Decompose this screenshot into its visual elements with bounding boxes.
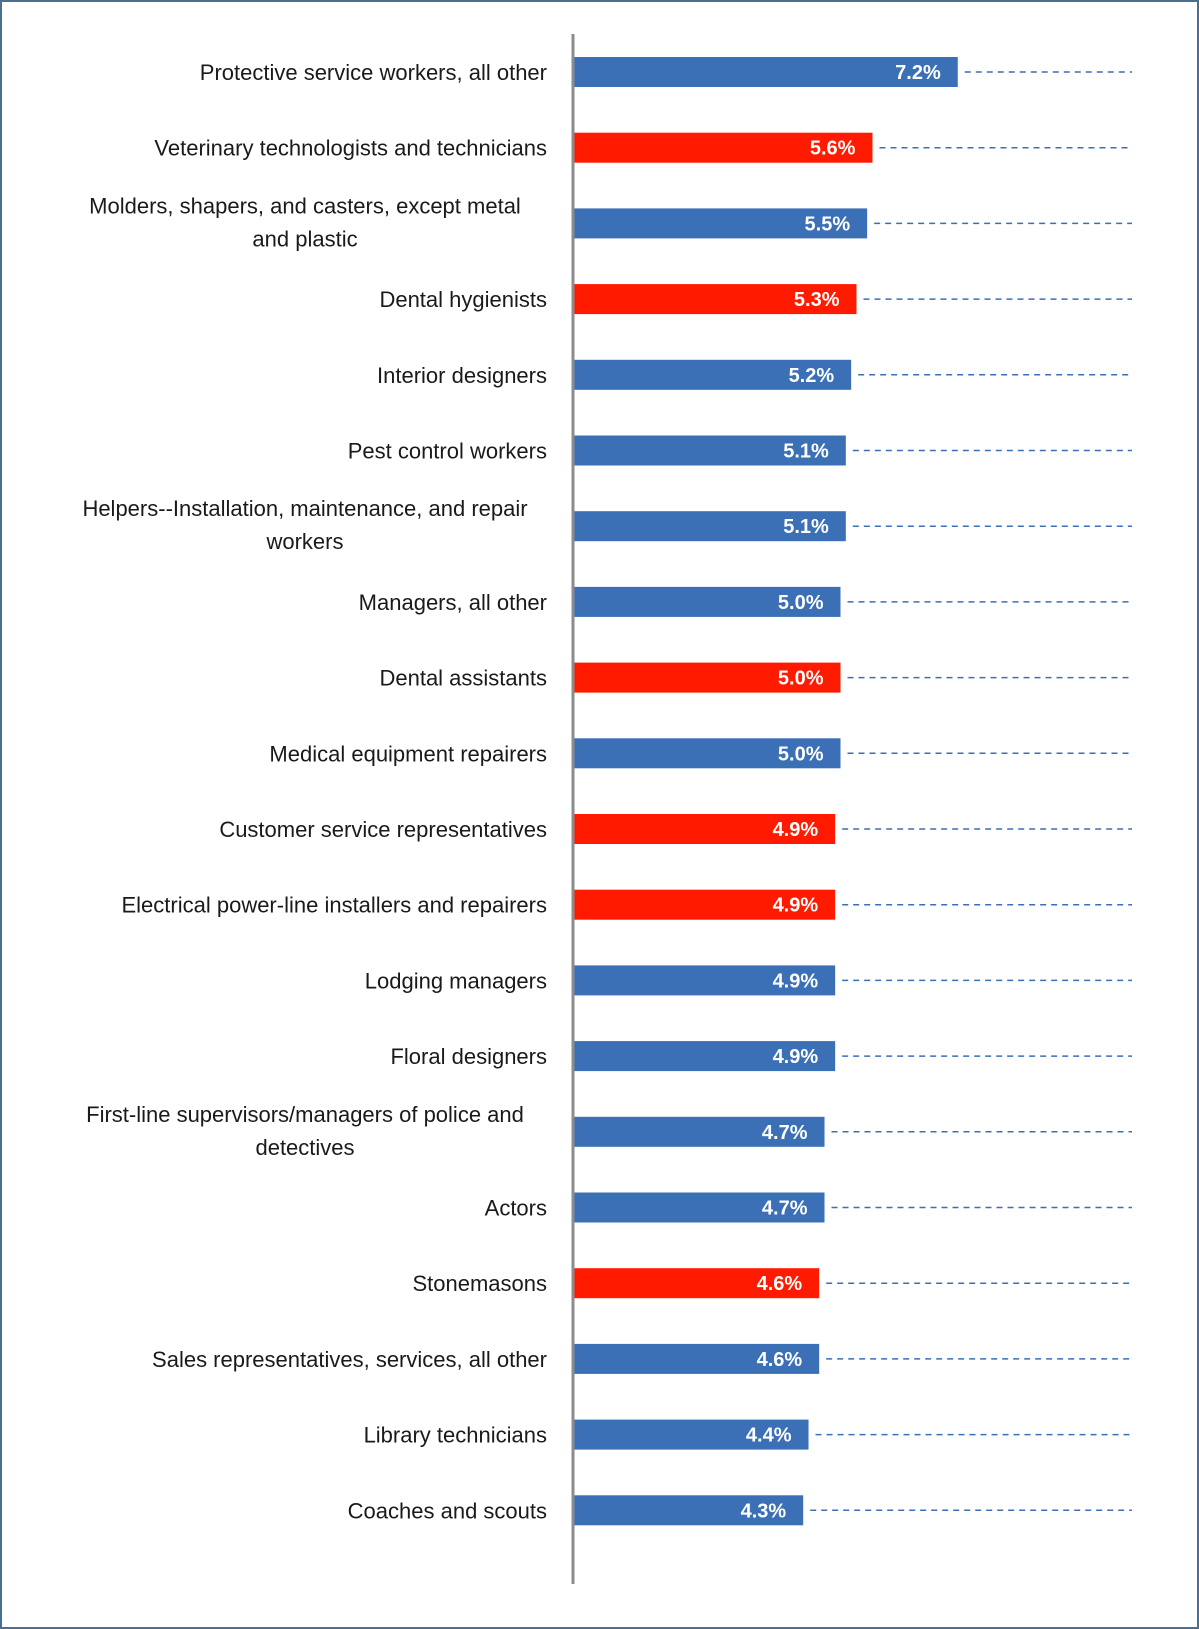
bar (574, 889, 836, 920)
bar (574, 662, 841, 693)
value-label: 4.9% (773, 970, 819, 992)
value-label: 5.2% (789, 365, 835, 387)
value-label: 4.9% (773, 819, 819, 841)
value-label: 4.6% (757, 1349, 803, 1371)
category-label: Floral designers (390, 1044, 547, 1069)
value-label: 4.4% (746, 1425, 792, 1447)
category-label-line: workers (265, 529, 343, 554)
value-label: 5.5% (805, 213, 851, 235)
value-label: 4.9% (773, 1046, 819, 1068)
category-label: Electrical power-line installers and rep… (121, 893, 547, 918)
category-label: Sales representatives, services, all oth… (152, 1347, 547, 1372)
value-label: 4.7% (762, 1122, 808, 1144)
value-label: 5.3% (794, 289, 840, 311)
value-label: 5.1% (783, 516, 829, 538)
bars (574, 57, 958, 1526)
category-label: Medical equipment repairers (269, 741, 547, 766)
category-label: Library technicians (364, 1423, 547, 1448)
value-label: 5.0% (778, 743, 824, 765)
bar (574, 57, 958, 87)
value-label: 4.9% (773, 895, 819, 917)
bar (574, 359, 852, 390)
value-label: 4.3% (741, 1500, 787, 1522)
category-label: Dental assistants (379, 666, 547, 691)
category-label: Coaches and scouts (348, 1498, 547, 1523)
value-label: 4.7% (762, 1198, 808, 1220)
category-label: Helpers--Installation, maintenance, and … (82, 496, 527, 554)
category-label-line: and plastic (252, 226, 357, 251)
category-label: Customer service representatives (219, 817, 547, 842)
category-label: Interior designers (377, 363, 547, 388)
bar (574, 586, 841, 617)
bar (574, 1495, 804, 1526)
value-label: 5.1% (783, 441, 829, 463)
category-label: Molders, shapers, and casters, except me… (89, 193, 521, 251)
category-label: Pest control workers (348, 439, 547, 464)
bar (574, 435, 846, 466)
category-label-line: Molders, shapers, and casters, except me… (89, 193, 521, 218)
category-label: Veterinary technologists and technicians (154, 136, 547, 161)
category-label: Actors (485, 1196, 547, 1221)
bar (574, 511, 846, 542)
category-label: Lodging managers (365, 968, 547, 993)
bar (574, 132, 873, 163)
bar (574, 814, 836, 844)
category-label: First-line supervisors/managers of polic… (86, 1102, 524, 1160)
category-label: Protective service workers, all other (200, 60, 547, 85)
value-label: 5.0% (778, 592, 824, 614)
bar (574, 1192, 825, 1223)
bar (574, 1343, 820, 1374)
category-label-line: First-line supervisors/managers of polic… (86, 1102, 524, 1127)
category-label: Stonemasons (412, 1271, 547, 1296)
leader-lines (810, 71, 1132, 1512)
bar (574, 738, 841, 769)
category-label: Managers, all other (359, 590, 547, 615)
bar (574, 1268, 820, 1299)
category-label: Dental hygienists (379, 287, 547, 312)
value-label: 4.6% (757, 1273, 803, 1295)
bar (574, 1041, 836, 1072)
bar (574, 1419, 809, 1450)
bar (574, 965, 836, 996)
value-labels: 7.2% 5.6% 5.5% 5.3% 5.2% 5.1% 5.1% 5.0% 5.0% 5.0%… (741, 62, 941, 1522)
bar (574, 208, 868, 239)
category-label-line: Helpers--Installation, maintenance, and … (82, 496, 527, 521)
category-label-line: detectives (255, 1135, 354, 1160)
value-label: 5.0% (778, 668, 824, 690)
value-label: 7.2% (895, 62, 941, 84)
value-label: 5.6% (810, 138, 856, 160)
bar (574, 1116, 825, 1147)
bar (574, 284, 857, 315)
category-labels: Protective service workers, all other Vet… (82, 60, 547, 1523)
